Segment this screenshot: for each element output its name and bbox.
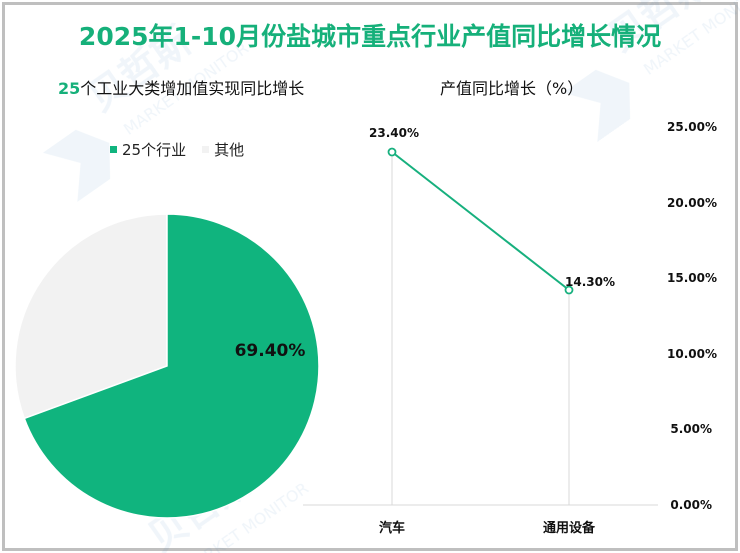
y-tick-10: 10.00%: [667, 347, 717, 361]
y-tick-15: 15.00%: [667, 271, 717, 285]
line-chart: 23.40% 14.30% 25.00% 20.00% 15.00% 10.00…: [303, 120, 717, 536]
chart-title: 2025年1-10月份盐城市重点行业产值同比增长情况: [78, 22, 662, 51]
x-label-qiche: 汽车: [379, 520, 405, 536]
y-axis: 25.00% 20.00% 15.00% 10.00% 5.00% 0.00%: [667, 120, 717, 512]
x-axis: 汽车 通用设备: [379, 520, 596, 536]
data-label-qiche: 23.40%: [369, 126, 419, 140]
legend-item-25-industries[interactable]: 25个行业: [110, 139, 186, 160]
pie-slice-other[interactable]: [14, 213, 168, 420]
y-tick-0: 0.00%: [670, 498, 712, 512]
y-tick-20: 20.00%: [667, 196, 717, 210]
y-tick-25: 25.00%: [667, 120, 717, 134]
pie-chart: 69.40%: [14, 213, 320, 519]
series-line: [391, 151, 570, 291]
line-subtitle: 产值同比增长（%）: [440, 79, 584, 98]
legend-label: 25个行业: [122, 141, 187, 159]
pie-slice-25-industries[interactable]: [23, 213, 320, 519]
pie-subtitle-text: 个工业大类增加值实现同比增长: [80, 79, 305, 98]
data-label-tongyong: 14.30%: [565, 275, 615, 289]
legend-label: 其他: [214, 141, 245, 159]
pie-data-label: 69.40%: [235, 341, 306, 361]
pie-subtitle-number: 25: [58, 79, 81, 98]
data-point-tongyong[interactable]: [564, 285, 574, 295]
legend-swatch-gray: [202, 146, 210, 153]
legend-swatch-green: [110, 146, 117, 153]
x-label-tongyong: 通用设备: [543, 520, 596, 536]
pie-legend: 25个行业 其他: [110, 139, 256, 160]
y-tick-5: 5.00%: [670, 422, 712, 436]
data-point-qiche[interactable]: [387, 147, 397, 157]
pie-subtitle: 25个工业大类增加值实现同比增长: [58, 75, 304, 99]
legend-item-other[interactable]: 其他: [202, 139, 244, 160]
